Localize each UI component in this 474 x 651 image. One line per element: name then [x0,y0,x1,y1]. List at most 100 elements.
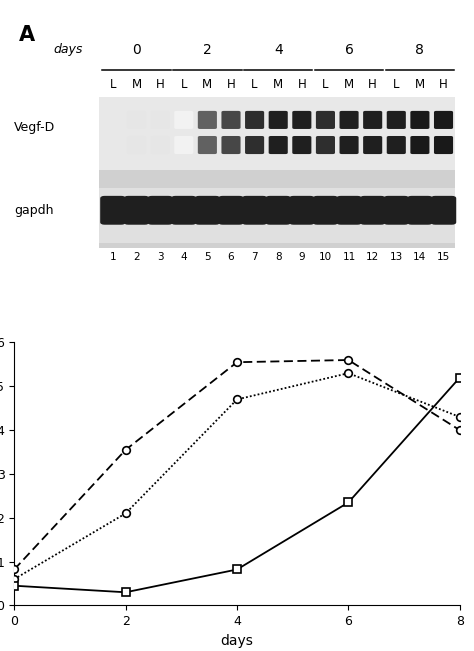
H [457,426,463,434]
FancyBboxPatch shape [198,111,217,129]
H [123,446,128,454]
FancyBboxPatch shape [195,196,220,225]
FancyBboxPatch shape [245,111,264,129]
Bar [99,187,456,243]
Bar [99,98,456,170]
Text: H: H [439,78,448,91]
L [234,566,240,574]
FancyBboxPatch shape [171,196,197,225]
FancyBboxPatch shape [410,136,429,154]
FancyBboxPatch shape [124,196,149,225]
M [234,396,240,404]
FancyBboxPatch shape [127,111,146,129]
Text: 8: 8 [416,43,424,57]
L [346,499,351,506]
FancyBboxPatch shape [151,111,170,129]
FancyBboxPatch shape [292,111,311,129]
M [11,575,17,583]
FancyBboxPatch shape [221,136,240,154]
Text: 4: 4 [274,43,283,57]
Text: 14: 14 [413,252,427,262]
FancyBboxPatch shape [174,111,193,129]
M [123,510,128,518]
FancyBboxPatch shape [100,196,126,225]
Text: A: A [18,25,35,44]
FancyBboxPatch shape [127,136,146,154]
FancyBboxPatch shape [147,196,173,225]
Text: 0: 0 [132,43,141,57]
Text: 11: 11 [342,252,356,262]
Text: M: M [202,78,212,91]
FancyBboxPatch shape [265,196,291,225]
H [346,356,351,364]
Text: 1: 1 [109,252,116,262]
FancyBboxPatch shape [316,136,335,154]
M [346,369,351,377]
FancyBboxPatch shape [292,136,311,154]
FancyBboxPatch shape [242,196,267,225]
Text: 8: 8 [275,252,282,262]
L [457,374,463,381]
Text: H: H [298,78,306,91]
FancyBboxPatch shape [269,111,288,129]
Text: 6: 6 [228,252,234,262]
Text: 6: 6 [345,43,354,57]
Text: 7: 7 [251,252,258,262]
Text: days: days [54,43,83,56]
Text: Vegf-D: Vegf-D [14,121,55,134]
FancyBboxPatch shape [387,111,406,129]
Text: L: L [109,78,116,91]
Text: L: L [181,78,187,91]
FancyBboxPatch shape [363,136,382,154]
Text: 13: 13 [390,252,403,262]
FancyBboxPatch shape [269,136,288,154]
Text: H: H [368,78,377,91]
Text: L: L [393,78,400,91]
H [234,358,240,366]
Text: 9: 9 [299,252,305,262]
Line: M: M [10,369,464,583]
FancyBboxPatch shape [339,136,359,154]
Text: 5: 5 [204,252,210,262]
Text: M: M [131,78,142,91]
FancyBboxPatch shape [198,136,217,154]
FancyBboxPatch shape [289,196,315,225]
FancyBboxPatch shape [431,196,456,225]
X-axis label: days: days [220,633,254,648]
M [457,413,463,421]
FancyBboxPatch shape [383,196,409,225]
FancyBboxPatch shape [360,196,385,225]
Text: M: M [273,78,283,91]
Text: M: M [415,78,425,91]
FancyBboxPatch shape [339,111,359,129]
L [123,589,128,596]
L [11,582,17,590]
Line: L: L [10,374,464,596]
FancyBboxPatch shape [407,196,433,225]
FancyBboxPatch shape [218,196,244,225]
FancyBboxPatch shape [387,136,406,154]
FancyBboxPatch shape [313,196,338,225]
Text: 4: 4 [181,252,187,262]
Text: 15: 15 [437,252,450,262]
Bar [99,98,456,248]
FancyBboxPatch shape [151,136,170,154]
FancyBboxPatch shape [337,196,362,225]
Text: H: H [227,78,236,91]
FancyBboxPatch shape [410,111,429,129]
FancyBboxPatch shape [434,136,453,154]
Text: 10: 10 [319,252,332,262]
H [11,566,17,574]
Text: 3: 3 [157,252,164,262]
Text: 12: 12 [366,252,379,262]
FancyBboxPatch shape [174,136,193,154]
Line: H: H [10,356,464,574]
FancyBboxPatch shape [221,111,240,129]
Text: H: H [156,78,164,91]
FancyBboxPatch shape [316,111,335,129]
FancyBboxPatch shape [434,111,453,129]
Text: M: M [344,78,354,91]
FancyBboxPatch shape [245,136,264,154]
Text: gapdh: gapdh [14,204,54,217]
Text: L: L [251,78,258,91]
